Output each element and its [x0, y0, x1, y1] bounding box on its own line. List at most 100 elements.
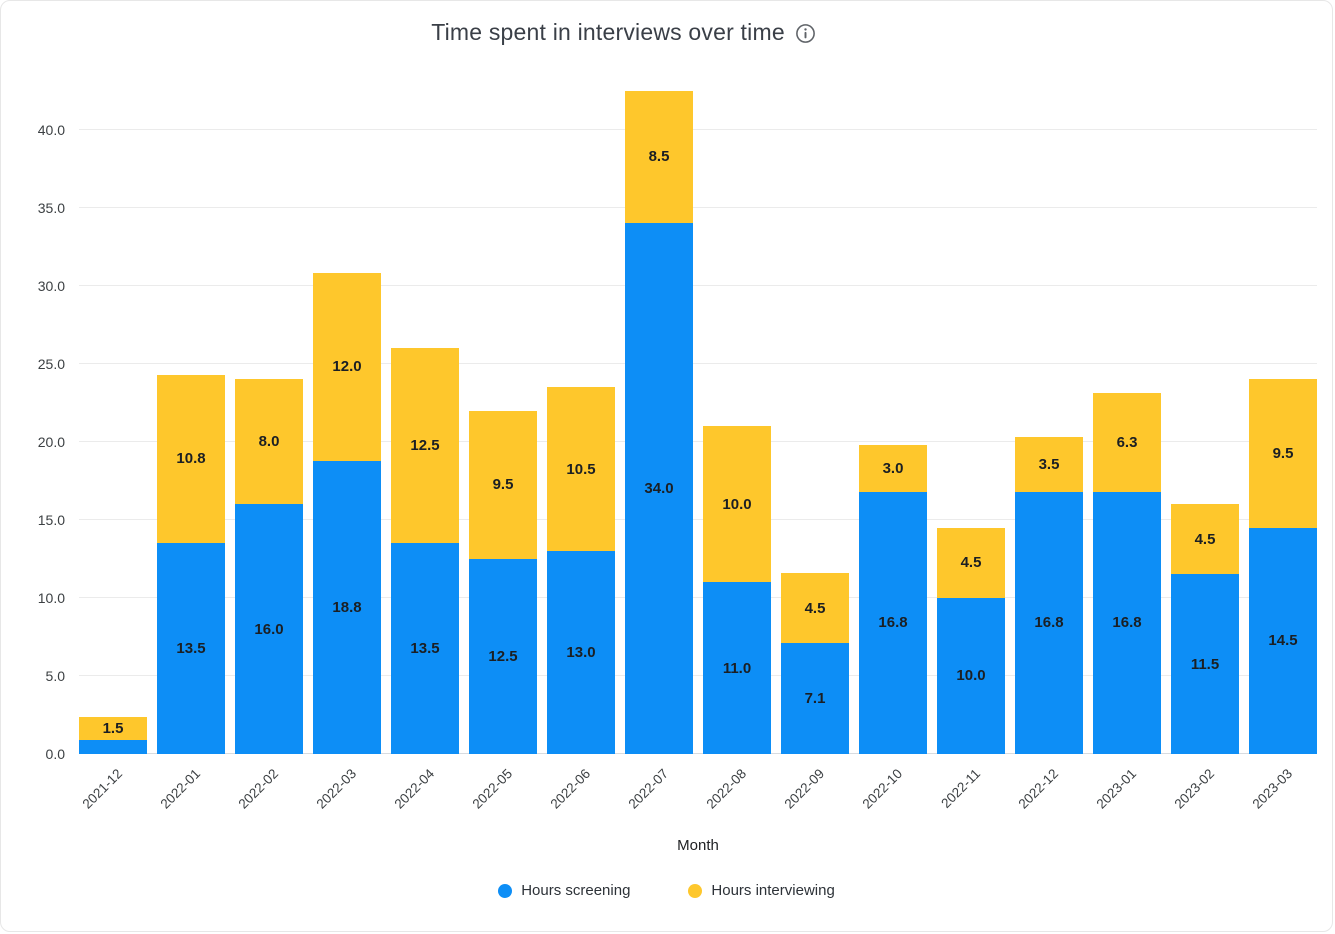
y-tick-label: 5.0 — [45, 667, 65, 684]
x-tick-label-2022-09: 2022-09 — [781, 766, 828, 812]
value-label: 8.5 — [648, 148, 670, 166]
x-tick-label-2023-01: 2023-01 — [1093, 766, 1140, 812]
bar-2022-05[interactable]: 9.5 12.5 — [469, 410, 537, 754]
value-label: 4.5 — [960, 554, 982, 572]
x-tick-label-2022-06: 2022-06 — [547, 766, 594, 812]
chart-header: Time spent in interviews over time — [1, 19, 1246, 46]
segment-hours-screening-2021-12[interactable] — [79, 739, 147, 754]
segment-hours-interviewing-2022-07[interactable]: 8.5 — [625, 90, 693, 224]
y-tick-label: 35.0 — [37, 199, 65, 216]
bar-2022-08[interactable]: 10.0 11.0 — [703, 426, 771, 754]
x-tick-label-2022-10: 2022-10 — [859, 766, 906, 812]
segment-hours-interviewing-2023-02[interactable]: 4.5 — [1171, 504, 1239, 575]
bars: 1.5 10.8 13.5 8.0 16.0 12.0 18.8 12.5 13.5 9.5 12.… — [79, 89, 1317, 754]
segment-hours-interviewing-2022-03[interactable]: 12.0 — [313, 273, 381, 461]
x-axis-title: Month — [677, 837, 719, 854]
bar-2023-03[interactable]: 9.5 14.5 — [1249, 379, 1317, 754]
value-label: 3.5 — [1038, 455, 1060, 473]
value-label: 12.5 — [410, 437, 440, 455]
y-tick-label: 30.0 — [37, 277, 65, 294]
gridline-15.0 — [79, 518, 1317, 520]
bar-2023-02[interactable]: 4.5 11.5 — [1171, 504, 1239, 754]
segment-hours-screening-2022-08[interactable]: 11.0 — [703, 582, 771, 754]
x-tick-label-2022-02: 2022-02 — [235, 766, 282, 812]
segment-hours-screening-2022-09[interactable]: 7.1 — [781, 643, 849, 754]
gridline-30.0 — [79, 284, 1317, 286]
segment-hours-interviewing-2022-04[interactable]: 12.5 — [391, 348, 459, 544]
gridline-25.0 — [79, 362, 1317, 364]
segment-hours-interviewing-2022-10[interactable]: 3.0 — [859, 444, 927, 492]
legend-item-hours-interviewing[interactable]: Hours interviewing — [688, 882, 835, 899]
value-label: 16.8 — [878, 614, 908, 632]
bar-2022-04[interactable]: 12.5 13.5 — [391, 348, 459, 754]
x-tick-label-2022-11: 2022-11 — [938, 766, 984, 811]
segment-hours-interviewing-2023-03[interactable]: 9.5 — [1249, 379, 1317, 528]
bar-2022-01[interactable]: 10.8 13.5 — [157, 374, 225, 754]
value-label: 8.0 — [258, 433, 280, 451]
segment-hours-interviewing-2021-12[interactable]: 1.5 — [79, 716, 147, 740]
bar-2022-07[interactable]: 8.5 34.0 — [625, 90, 693, 754]
gridline-5.0 — [79, 674, 1317, 676]
bar-2022-02[interactable]: 8.0 16.0 — [235, 379, 303, 754]
segment-hours-interviewing-2022-05[interactable]: 9.5 — [469, 410, 537, 559]
segment-hours-screening-2022-07[interactable]: 34.0 — [625, 223, 693, 754]
legend-dot-hours-interviewing — [688, 883, 703, 898]
segment-hours-screening-2022-01[interactable]: 13.5 — [157, 543, 225, 754]
segment-hours-screening-2023-03[interactable]: 14.5 — [1249, 527, 1317, 754]
value-label: 10.0 — [956, 667, 986, 685]
segment-hours-screening-2022-06[interactable]: 13.0 — [547, 551, 615, 754]
x-tick-label-2021-12: 2021-12 — [79, 766, 126, 812]
segment-hours-interviewing-2022-08[interactable]: 10.0 — [703, 426, 771, 583]
segment-hours-interviewing-2022-12[interactable]: 3.5 — [1015, 437, 1083, 492]
segment-hours-interviewing-2022-09[interactable]: 4.5 — [781, 572, 849, 644]
bar-2023-01[interactable]: 6.3 16.8 — [1093, 393, 1161, 754]
value-label: 16.8 — [1034, 614, 1064, 632]
value-label: 1.5 — [102, 719, 124, 737]
info-icon[interactable] — [795, 23, 816, 44]
segment-hours-screening-2022-03[interactable]: 18.8 — [313, 460, 381, 754]
gridline-35.0 — [79, 206, 1317, 208]
x-tick-label-2022-03: 2022-03 — [313, 766, 360, 812]
bar-2022-11[interactable]: 4.5 10.0 — [937, 527, 1005, 754]
value-label: 34.0 — [644, 480, 674, 498]
value-label: 7.1 — [804, 690, 826, 708]
segment-hours-screening-2022-11[interactable]: 10.0 — [937, 597, 1005, 754]
segment-hours-interviewing-2022-02[interactable]: 8.0 — [235, 379, 303, 505]
segment-hours-screening-2022-05[interactable]: 12.5 — [469, 558, 537, 754]
bar-2022-09[interactable]: 4.5 7.1 — [781, 572, 849, 754]
value-label: 4.5 — [1194, 530, 1216, 548]
bar-2022-06[interactable]: 10.5 13.0 — [547, 387, 615, 754]
bar-2022-03[interactable]: 12.0 18.8 — [313, 273, 381, 754]
value-label: 13.0 — [566, 644, 596, 662]
x-tick-label-2022-08: 2022-08 — [703, 766, 750, 812]
bar-2022-10[interactable]: 3.0 16.8 — [859, 444, 927, 754]
segment-hours-screening-2023-02[interactable]: 11.5 — [1171, 574, 1239, 754]
legend-label: Hours screening — [521, 882, 631, 899]
value-label: 11.0 — [722, 659, 752, 677]
segment-hours-screening-2022-10[interactable]: 16.8 — [859, 491, 927, 754]
segment-hours-interviewing-2022-01[interactable]: 10.8 — [157, 374, 225, 544]
x-tick-label-2022-04: 2022-04 — [391, 766, 438, 812]
value-label: 13.5 — [410, 640, 440, 658]
x-tick-label-2023-03: 2023-03 — [1249, 766, 1296, 812]
bar-2022-12[interactable]: 3.5 16.8 — [1015, 437, 1083, 754]
value-label: 16.8 — [1112, 614, 1142, 632]
segment-hours-screening-2022-02[interactable]: 16.0 — [235, 504, 303, 754]
value-label: 4.5 — [804, 599, 826, 617]
value-label: 9.5 — [1272, 445, 1294, 462]
legend-item-hours-screening[interactable]: Hours screening — [498, 882, 630, 899]
plot-area: 0.0 5.0 10.0 15.0 20.0 25.0 30.0 35.0 40.0 1.5 10… — [38, 89, 1317, 812]
segment-hours-interviewing-2022-06[interactable]: 10.5 — [547, 387, 615, 552]
bar-2021-12[interactable]: 1.5 — [79, 716, 147, 754]
x-tick-label-2023-02: 2023-02 — [1171, 766, 1218, 812]
segment-hours-interviewing-2023-01[interactable]: 6.3 — [1093, 393, 1161, 492]
legend-dot-hours-screening — [498, 883, 513, 898]
segment-hours-interviewing-2022-11[interactable]: 4.5 — [937, 527, 1005, 598]
segment-hours-screening-2022-04[interactable]: 13.5 — [391, 543, 459, 754]
segment-hours-screening-2023-01[interactable]: 16.8 — [1093, 491, 1161, 754]
segment-hours-screening-2022-12[interactable]: 16.8 — [1015, 491, 1083, 754]
gridline-0.0 — [79, 753, 1317, 754]
value-label: 16.0 — [254, 620, 284, 638]
gridline-20.0 — [79, 440, 1317, 442]
value-label: 9.5 — [492, 476, 514, 494]
